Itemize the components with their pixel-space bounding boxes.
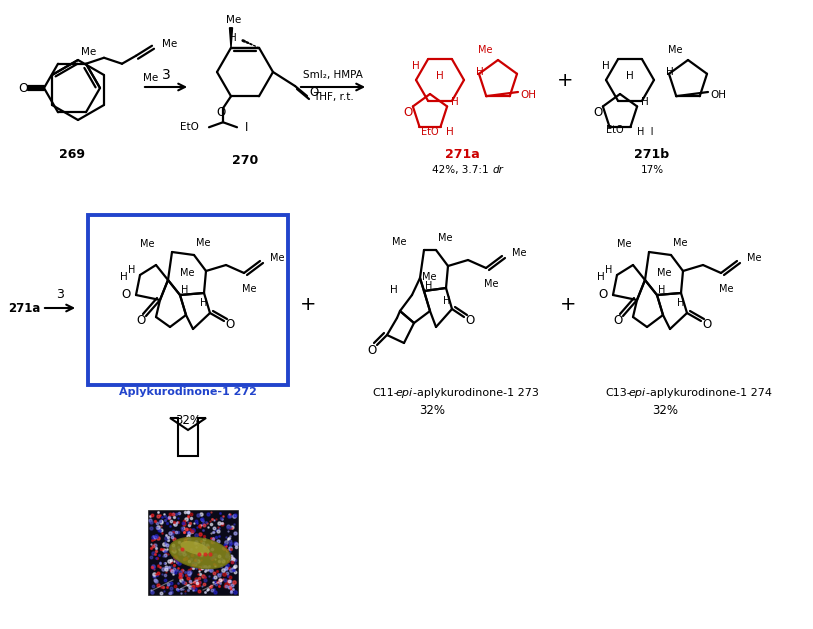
Text: EtO: EtO <box>180 122 199 132</box>
Text: O: O <box>121 289 131 301</box>
Text: 271a: 271a <box>445 148 480 162</box>
Text: 32%: 32% <box>652 403 678 416</box>
Text: Me: Me <box>143 73 159 83</box>
Text: Me: Me <box>270 253 285 263</box>
Text: H: H <box>626 71 634 81</box>
Text: 271a: 271a <box>8 301 41 314</box>
Text: Aplykurodinone-1 272: Aplykurodinone-1 272 <box>119 387 257 397</box>
Text: Me: Me <box>81 47 97 57</box>
Text: 3: 3 <box>162 68 171 82</box>
Bar <box>148 510 238 595</box>
Text: EtO: EtO <box>421 127 439 137</box>
Text: Me: Me <box>484 279 498 289</box>
Text: H: H <box>436 71 444 81</box>
Text: Me: Me <box>140 239 154 249</box>
Text: I: I <box>245 121 249 134</box>
Text: Me: Me <box>180 268 194 278</box>
Text: O: O <box>593 106 602 118</box>
Text: epi: epi <box>628 388 646 398</box>
Text: Me: Me <box>241 284 256 294</box>
Text: Me: Me <box>226 14 241 25</box>
Ellipse shape <box>180 541 210 555</box>
Text: OH: OH <box>710 90 726 100</box>
Text: Me: Me <box>478 45 492 55</box>
Text: H: H <box>598 272 605 282</box>
Text: H: H <box>390 285 398 295</box>
Text: O: O <box>367 345 376 357</box>
Text: 17%: 17% <box>641 165 663 175</box>
Text: H: H <box>120 272 128 282</box>
Text: C13-: C13- <box>605 388 631 398</box>
Text: O: O <box>598 289 607 301</box>
Text: H: H <box>602 61 610 71</box>
Text: 269: 269 <box>59 148 85 162</box>
Text: H: H <box>606 265 613 275</box>
Text: H: H <box>200 298 207 308</box>
Text: H: H <box>128 265 136 275</box>
Text: 42%, 3.7:1: 42%, 3.7:1 <box>432 165 492 175</box>
Text: OH: OH <box>520 90 536 100</box>
Ellipse shape <box>169 537 231 569</box>
Text: H  I: H I <box>637 127 654 137</box>
Text: H: H <box>229 33 237 43</box>
Text: Me: Me <box>422 272 437 282</box>
Text: O: O <box>225 318 235 330</box>
Text: 270: 270 <box>232 153 258 167</box>
Text: O: O <box>18 82 28 94</box>
Text: dr: dr <box>493 165 503 175</box>
Text: Me: Me <box>162 39 177 49</box>
Text: Me: Me <box>657 268 672 278</box>
Text: -aplykurodinone-1 274: -aplykurodinone-1 274 <box>646 388 772 398</box>
Text: 32%: 32% <box>175 413 201 426</box>
Text: H: H <box>659 285 666 295</box>
Text: THF, r.t.: THF, r.t. <box>313 92 354 102</box>
Text: C11-: C11- <box>372 388 398 398</box>
Text: Me: Me <box>392 237 406 247</box>
Text: H: H <box>446 127 454 137</box>
Text: O: O <box>465 313 475 326</box>
Text: H: H <box>666 67 674 77</box>
Text: Me: Me <box>719 284 733 294</box>
Text: O: O <box>310 87 319 99</box>
Text: H: H <box>412 61 420 71</box>
Text: H: H <box>425 281 433 291</box>
Text: O: O <box>403 106 413 118</box>
Text: O: O <box>216 106 226 119</box>
Text: Me: Me <box>673 238 688 248</box>
Text: O: O <box>702 318 711 330</box>
Text: epi: epi <box>395 388 412 398</box>
Text: EtO: EtO <box>606 125 624 135</box>
Text: H: H <box>641 97 649 107</box>
Text: Me: Me <box>667 45 682 55</box>
Text: 3: 3 <box>56 289 64 301</box>
Text: +: + <box>557 70 573 89</box>
Text: H: H <box>677 298 685 308</box>
Text: SmI₂, HMPA: SmI₂, HMPA <box>303 70 363 80</box>
Text: H: H <box>451 97 459 107</box>
Bar <box>88 215 288 385</box>
Text: O: O <box>137 314 146 328</box>
Polygon shape <box>229 28 233 48</box>
Text: 271b: 271b <box>634 148 670 162</box>
Text: O: O <box>613 314 623 328</box>
Text: H: H <box>476 67 484 77</box>
Text: +: + <box>300 296 316 314</box>
Text: +: + <box>559 296 576 314</box>
Text: Me: Me <box>747 253 762 263</box>
Text: Me: Me <box>616 239 631 249</box>
Text: 32%: 32% <box>419 403 445 416</box>
Text: H: H <box>181 285 189 295</box>
Polygon shape <box>170 418 206 456</box>
Text: -aplykurodinone-1 273: -aplykurodinone-1 273 <box>413 388 539 398</box>
Text: Me: Me <box>196 238 211 248</box>
Text: Me: Me <box>512 248 527 258</box>
Text: H: H <box>443 296 450 306</box>
Text: Me: Me <box>438 233 453 243</box>
